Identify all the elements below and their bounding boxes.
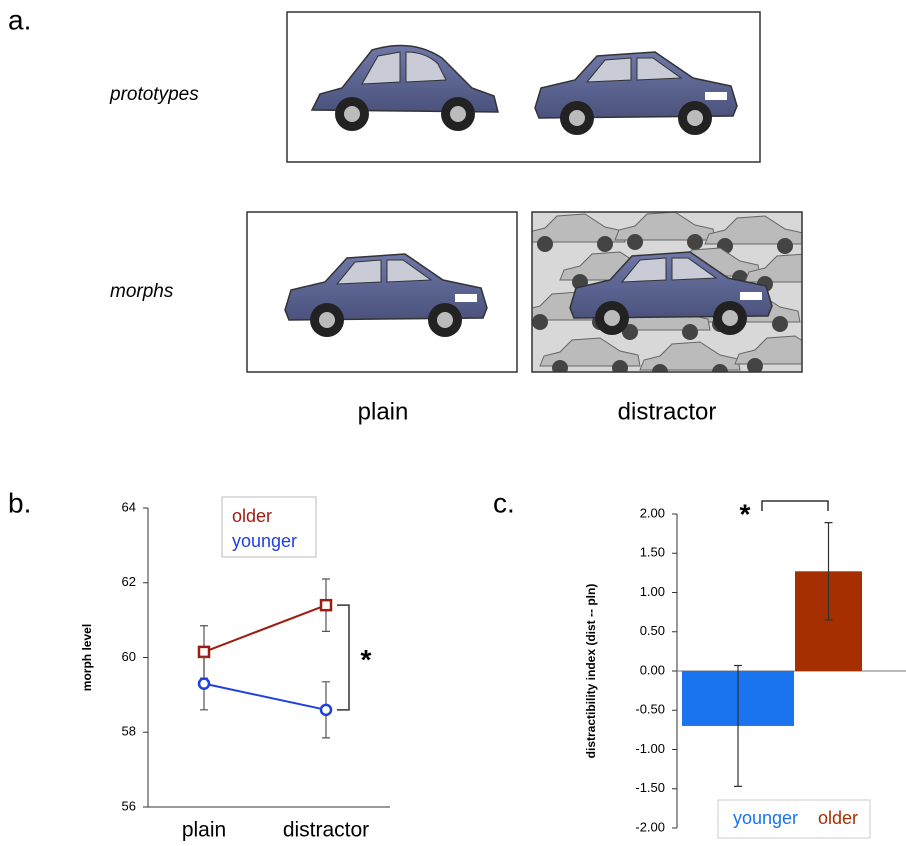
legend-label: younger (733, 808, 798, 828)
column-label: plain (358, 398, 409, 425)
y-tick-label: 2.00 (640, 505, 665, 520)
y-tick-label: -0.50 (635, 702, 665, 717)
panel-a: a. prototypes morphs plain distractor (8, 4, 845, 425)
series-line (204, 605, 326, 652)
y-tick-label: -1.50 (635, 780, 665, 795)
marker (199, 679, 209, 689)
marker (321, 600, 331, 610)
y-tick-label: 56 (122, 798, 136, 813)
panel-label: b. (8, 487, 31, 518)
annotation: * (740, 498, 751, 529)
y-tick-label: -2.00 (635, 819, 665, 834)
figure: a. prototypes morphs plain distractor b.… (0, 0, 906, 846)
y-axis-label: morph level (80, 624, 94, 691)
x-tick-label: plain (182, 819, 226, 842)
panel-label: c. (493, 487, 515, 518)
marker (199, 647, 209, 657)
y-tick-label: -1.00 (635, 741, 665, 756)
marker (321, 705, 331, 715)
column-label: distractor (618, 398, 717, 425)
series-line (204, 684, 326, 710)
y-tick-label: 60 (122, 649, 136, 664)
panel-label: a. (8, 4, 31, 35)
annotation: * (361, 644, 372, 675)
row-label: prototypes (109, 84, 199, 105)
x-tick-label: distractor (283, 819, 369, 842)
y-axis-label: distractibility index (dist -- pln) (584, 584, 598, 759)
y-tick-label: 64 (122, 499, 136, 514)
legend-label: older (818, 808, 858, 828)
legend-label: younger (232, 531, 297, 551)
y-tick-label: 58 (122, 724, 136, 739)
y-tick-label: 0.00 (640, 662, 665, 677)
y-tick-label: 0.50 (640, 623, 665, 638)
legend-label: older (232, 506, 272, 526)
y-tick-label: 62 (122, 574, 136, 589)
y-tick-label: 1.50 (640, 545, 665, 560)
row-label: morphs (110, 281, 174, 302)
y-tick-label: 1.00 (640, 584, 665, 599)
bracket (762, 501, 828, 511)
bracket (337, 605, 349, 710)
